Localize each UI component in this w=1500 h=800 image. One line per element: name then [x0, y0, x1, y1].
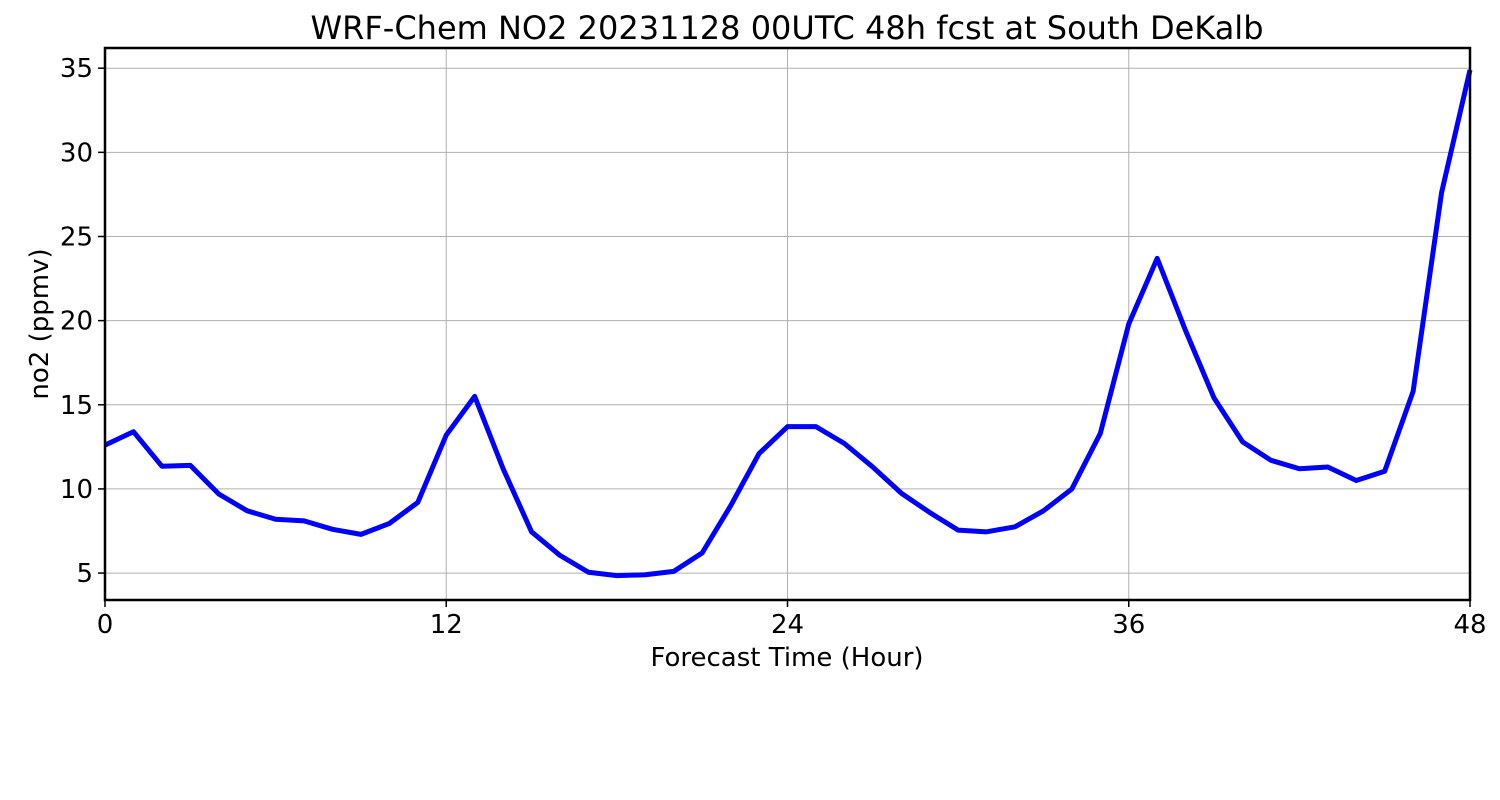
x-tick-label: 0 — [97, 610, 114, 640]
series-line — [103, 69, 1473, 579]
y-tick-label: 20 — [60, 307, 93, 337]
y-tick-label: 15 — [60, 391, 93, 421]
data-series — [103, 69, 1473, 579]
y-tick-label: 10 — [60, 475, 93, 505]
x-tick-label: 24 — [771, 610, 804, 640]
x-axis-label: Forecast Time (Hour) — [650, 643, 923, 673]
x-tick-label: 12 — [430, 610, 463, 640]
x-tick-label: 48 — [1453, 610, 1486, 640]
y-tick-label: 5 — [76, 559, 93, 589]
y-tick-label: 30 — [60, 138, 93, 168]
axis-ticks: 0 12 24 36 48 5 10 15 20 25 30 35 — [60, 54, 1487, 640]
chart-title: WRF-Chem NO2 20231128 00UTC 48h fcst at … — [311, 9, 1264, 47]
y-tick-label: 35 — [60, 54, 93, 84]
x-tick-label: 36 — [1112, 610, 1145, 640]
y-axis-label: no2 (ppmv) — [25, 248, 55, 399]
y-tick-label: 25 — [60, 222, 93, 252]
